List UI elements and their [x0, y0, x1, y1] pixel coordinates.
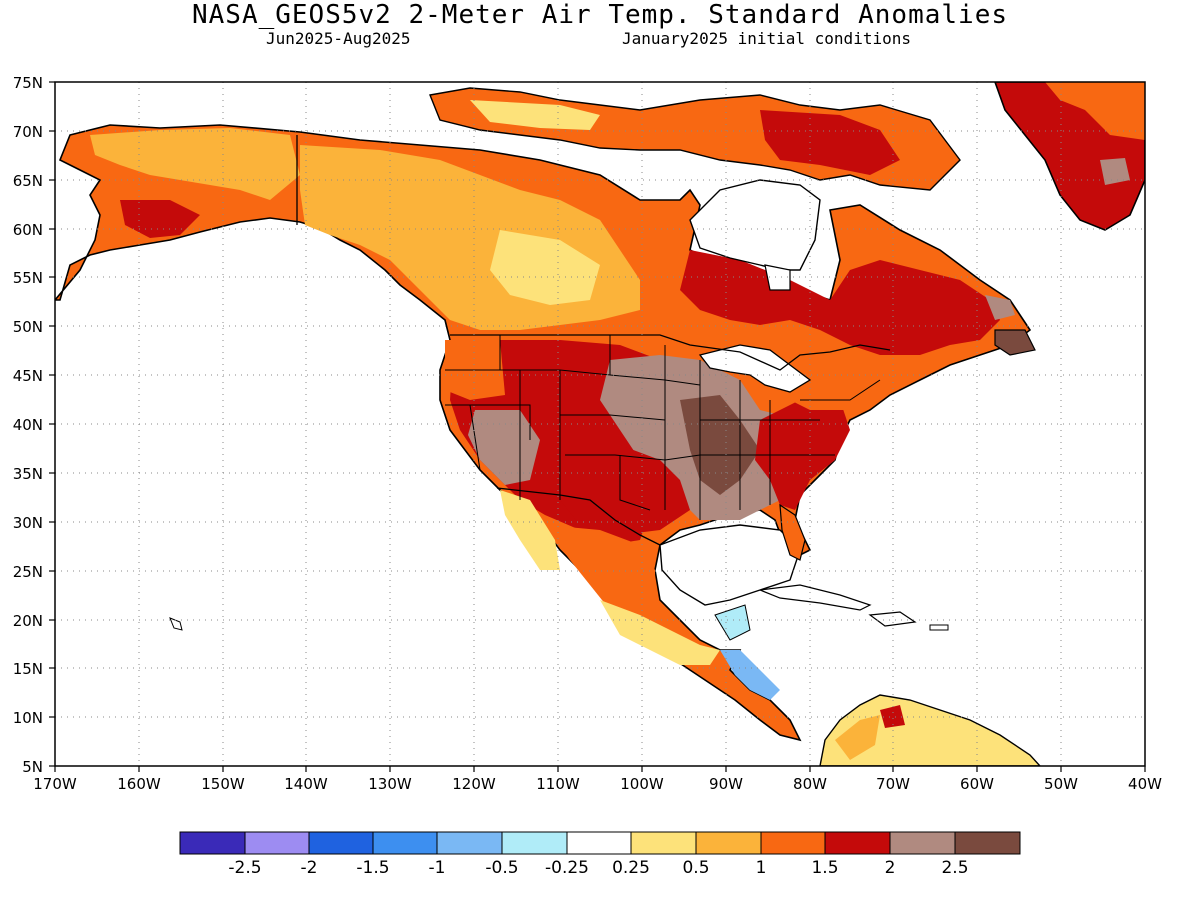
colorbar-label: 1	[756, 858, 767, 878]
colorbar-label: -1.5	[356, 858, 389, 878]
lon-label: 130W	[368, 775, 412, 793]
eastern-canada-red	[680, 250, 1000, 355]
map-title: NASA_GEOS5v2 2-Meter Air Temp. Standard …	[191, 0, 1008, 30]
hawaii	[169, 617, 183, 631]
lon-label: 150W	[201, 775, 245, 793]
colorbar-swatch	[630, 831, 697, 855]
baja-yellow	[500, 490, 560, 570]
us-mexico-border	[496, 487, 661, 546]
colorbar-label: -2	[301, 858, 318, 878]
lat-label: 20N	[13, 612, 43, 630]
lat-label: 45N	[13, 367, 43, 385]
alaska-yellow	[90, 128, 300, 200]
lon-label: 110W	[536, 775, 580, 793]
lat-label: 70N	[13, 123, 43, 141]
lon-label: 120W	[452, 775, 496, 793]
lat-label: 5N	[22, 758, 43, 776]
colorbar-label: -1	[429, 858, 446, 878]
great-lakes	[698, 344, 812, 393]
colorbar-label: -0.25	[545, 858, 589, 878]
colorbar-swatch	[889, 831, 956, 855]
colorbar-label: 2.5	[941, 858, 968, 878]
colorbar-swatch	[695, 831, 762, 855]
colorbar-swatch	[760, 831, 826, 855]
western-canada-pale	[490, 230, 600, 305]
colorbar-swatch	[566, 831, 632, 855]
colorbar-label: 1.5	[811, 858, 838, 878]
lat-label: 60N	[13, 221, 43, 239]
newfoundland	[994, 329, 1036, 356]
initial-conditions: January2025 initial conditions	[622, 29, 911, 48]
lat-label: 65N	[13, 172, 43, 190]
lon-label: 100W	[620, 775, 664, 793]
longitude-labels: 170W 160W 150W 140W 130W 120W 110W 100W …	[33, 775, 1162, 793]
hispaniola	[868, 611, 917, 627]
colorbar	[179, 831, 1021, 855]
colorbar-labels: -2.5 -2 -1.5 -1 -0.5 -0.25 0.25 0.5 1 1.…	[228, 858, 968, 878]
puerto-rico	[929, 624, 949, 631]
south-america-red-spot	[880, 705, 905, 728]
greenland-brown	[1100, 158, 1130, 185]
florida	[779, 503, 806, 561]
northern-mexico-orange	[545, 525, 655, 620]
south-america-orange	[835, 715, 880, 760]
yucatan-blue	[714, 604, 751, 641]
latitude-labels: 75N 70N 65N 60N 55N 50N 45N 40N 35N 30N …	[13, 74, 43, 776]
greenland-orange	[1045, 82, 1145, 140]
colorbar-label: 0.25	[612, 858, 650, 878]
central-america-blue	[720, 650, 780, 700]
lat-label: 50N	[13, 318, 43, 336]
lon-label: 90W	[709, 775, 743, 793]
northeast-orange	[780, 345, 880, 410]
colorbar-swatch	[501, 831, 568, 855]
colorbar-swatch	[954, 831, 1021, 855]
colorbar-label: 0.5	[682, 858, 709, 878]
forecast-period: Jun2025-Aug2025	[266, 29, 411, 48]
south-america-landmass	[819, 694, 1041, 766]
lon-label: 50W	[1044, 775, 1078, 793]
lat-label: 30N	[13, 514, 43, 532]
state-lines	[445, 335, 881, 520]
southern-plains-red	[560, 445, 690, 535]
lon-label: 70W	[876, 775, 910, 793]
map-grid	[55, 82, 1145, 766]
arctic-islands-yellow	[470, 100, 600, 130]
james-bay	[764, 264, 791, 291]
colorbar-swatch	[244, 831, 310, 855]
lon-label: 170W	[33, 775, 77, 793]
colorbar-label: -2.5	[228, 858, 261, 878]
colorbar-label: -0.5	[485, 858, 518, 878]
cuba	[759, 584, 872, 611]
gulf-of-mexico	[659, 524, 801, 606]
lat-label: 10N	[13, 709, 43, 727]
lon-label: 60W	[960, 775, 994, 793]
colorbar-swatch	[179, 831, 246, 855]
southwest-brown	[468, 410, 540, 485]
colorbar-swatch	[308, 831, 374, 855]
lat-label: 35N	[13, 465, 43, 483]
lat-label: 55N	[13, 269, 43, 287]
colorbar-swatch	[824, 831, 891, 855]
lon-label: 140W	[284, 775, 328, 793]
map-ticks	[49, 81, 1146, 772]
colorbar-swatch	[372, 831, 438, 855]
lat-label: 15N	[13, 660, 43, 678]
hudson-bay	[689, 179, 821, 271]
lat-label: 40N	[13, 416, 43, 434]
lon-label: 80W	[793, 775, 827, 793]
us-canada-border	[450, 334, 891, 371]
lon-label: 40W	[1128, 775, 1162, 793]
colorbar-label: 2	[885, 858, 896, 878]
southern-mexico-yellow	[600, 600, 720, 665]
lat-label: 25N	[13, 563, 43, 581]
colorbar-swatch	[436, 831, 503, 855]
lon-label: 160W	[117, 775, 161, 793]
lat-label: 75N	[13, 74, 43, 92]
arctic-islands-red	[760, 110, 900, 175]
labrador-brown	[985, 295, 1015, 320]
